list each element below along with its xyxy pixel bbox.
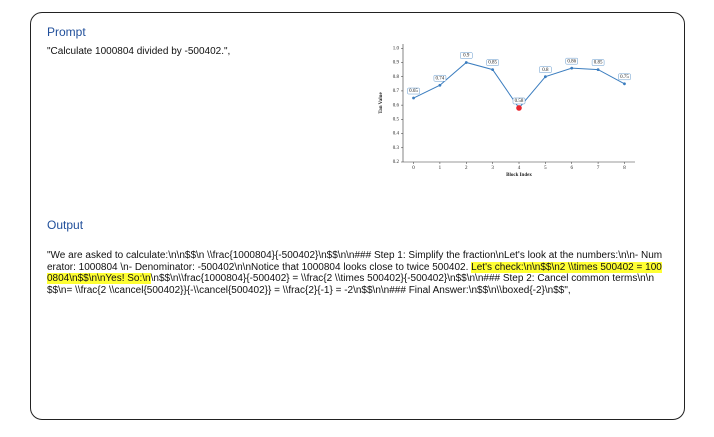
value-label-box xyxy=(565,57,578,65)
value-label-box xyxy=(433,75,447,82)
x-tick-label: 7 xyxy=(597,166,600,171)
prompt-title: Prompt xyxy=(47,25,86,39)
point xyxy=(491,68,495,71)
y-tick-label: 0.7 xyxy=(393,89,400,94)
value-label: 0.86 xyxy=(567,59,576,64)
value-label: 0.85 xyxy=(488,61,497,66)
point xyxy=(623,82,626,86)
value-label-box xyxy=(539,66,552,73)
x-tick-label: 5 xyxy=(544,166,547,171)
x-tick-label: 6 xyxy=(570,166,573,171)
point xyxy=(596,68,600,71)
value-label-box xyxy=(486,59,499,66)
value-label-box xyxy=(512,97,526,105)
chart: 0.2 0.3 0.4 0.5 0.6 0.7 0.8 0.9 1.0 0 1 2 3 4 5 6 7 8 Bloc… xyxy=(379,44,635,178)
x-tick-label: 8 xyxy=(623,166,626,171)
y-tick-label: 0.6 xyxy=(393,103,400,108)
y-tick-label: 0.3 xyxy=(393,146,400,151)
x-tick-label: 1 xyxy=(439,166,442,171)
value-label-box xyxy=(591,59,605,66)
x-tick-label: 2 xyxy=(465,166,468,171)
prompt-text: "Calculate 1000804 divided by -500402.", xyxy=(47,46,231,57)
value-label: 0.9 xyxy=(463,54,470,59)
x-axis-label: Block Index xyxy=(506,173,532,178)
value-label: 0.74 xyxy=(436,76,445,81)
point xyxy=(438,83,442,87)
card xyxy=(30,12,685,420)
value-label: 0.58 xyxy=(515,99,524,104)
value-label-box xyxy=(407,87,420,95)
y-tick-label: 0.8 xyxy=(393,75,400,80)
y-tick-label: 0.5 xyxy=(393,117,400,122)
x-tick-label: 4 xyxy=(518,166,521,171)
point xyxy=(570,66,574,70)
output-title: Output xyxy=(47,218,84,232)
point xyxy=(412,96,415,100)
output-segment: "We are asked to calculate:\n\n$$\n \\fr… xyxy=(47,250,663,273)
value-label: 0.75 xyxy=(620,75,629,80)
value-label: 0.8 xyxy=(542,68,549,73)
output-text: "We are asked to calculate:\n\n$$\n \\fr… xyxy=(47,250,665,296)
x-tick-label: 3 xyxy=(491,166,494,171)
point xyxy=(543,75,547,79)
y-tick-label: 1.0 xyxy=(393,46,400,51)
point xyxy=(464,61,468,64)
y-tick-label: 0.4 xyxy=(393,132,400,137)
value-label: 0.85 xyxy=(594,61,603,66)
y-axis-label: Tan Value xyxy=(379,92,384,114)
y-tick-label: 0.9 xyxy=(393,61,400,66)
y-tick-label: 0.2 xyxy=(393,160,400,165)
value-label: 0.65 xyxy=(409,89,418,94)
value-label-box xyxy=(460,52,473,59)
value-label-box xyxy=(618,73,631,81)
point xyxy=(516,105,522,111)
x-tick-label: 0 xyxy=(412,166,415,171)
output-segment: \n$$\n\\frac{1000804}{-500402} = \\frac{… xyxy=(47,273,655,296)
